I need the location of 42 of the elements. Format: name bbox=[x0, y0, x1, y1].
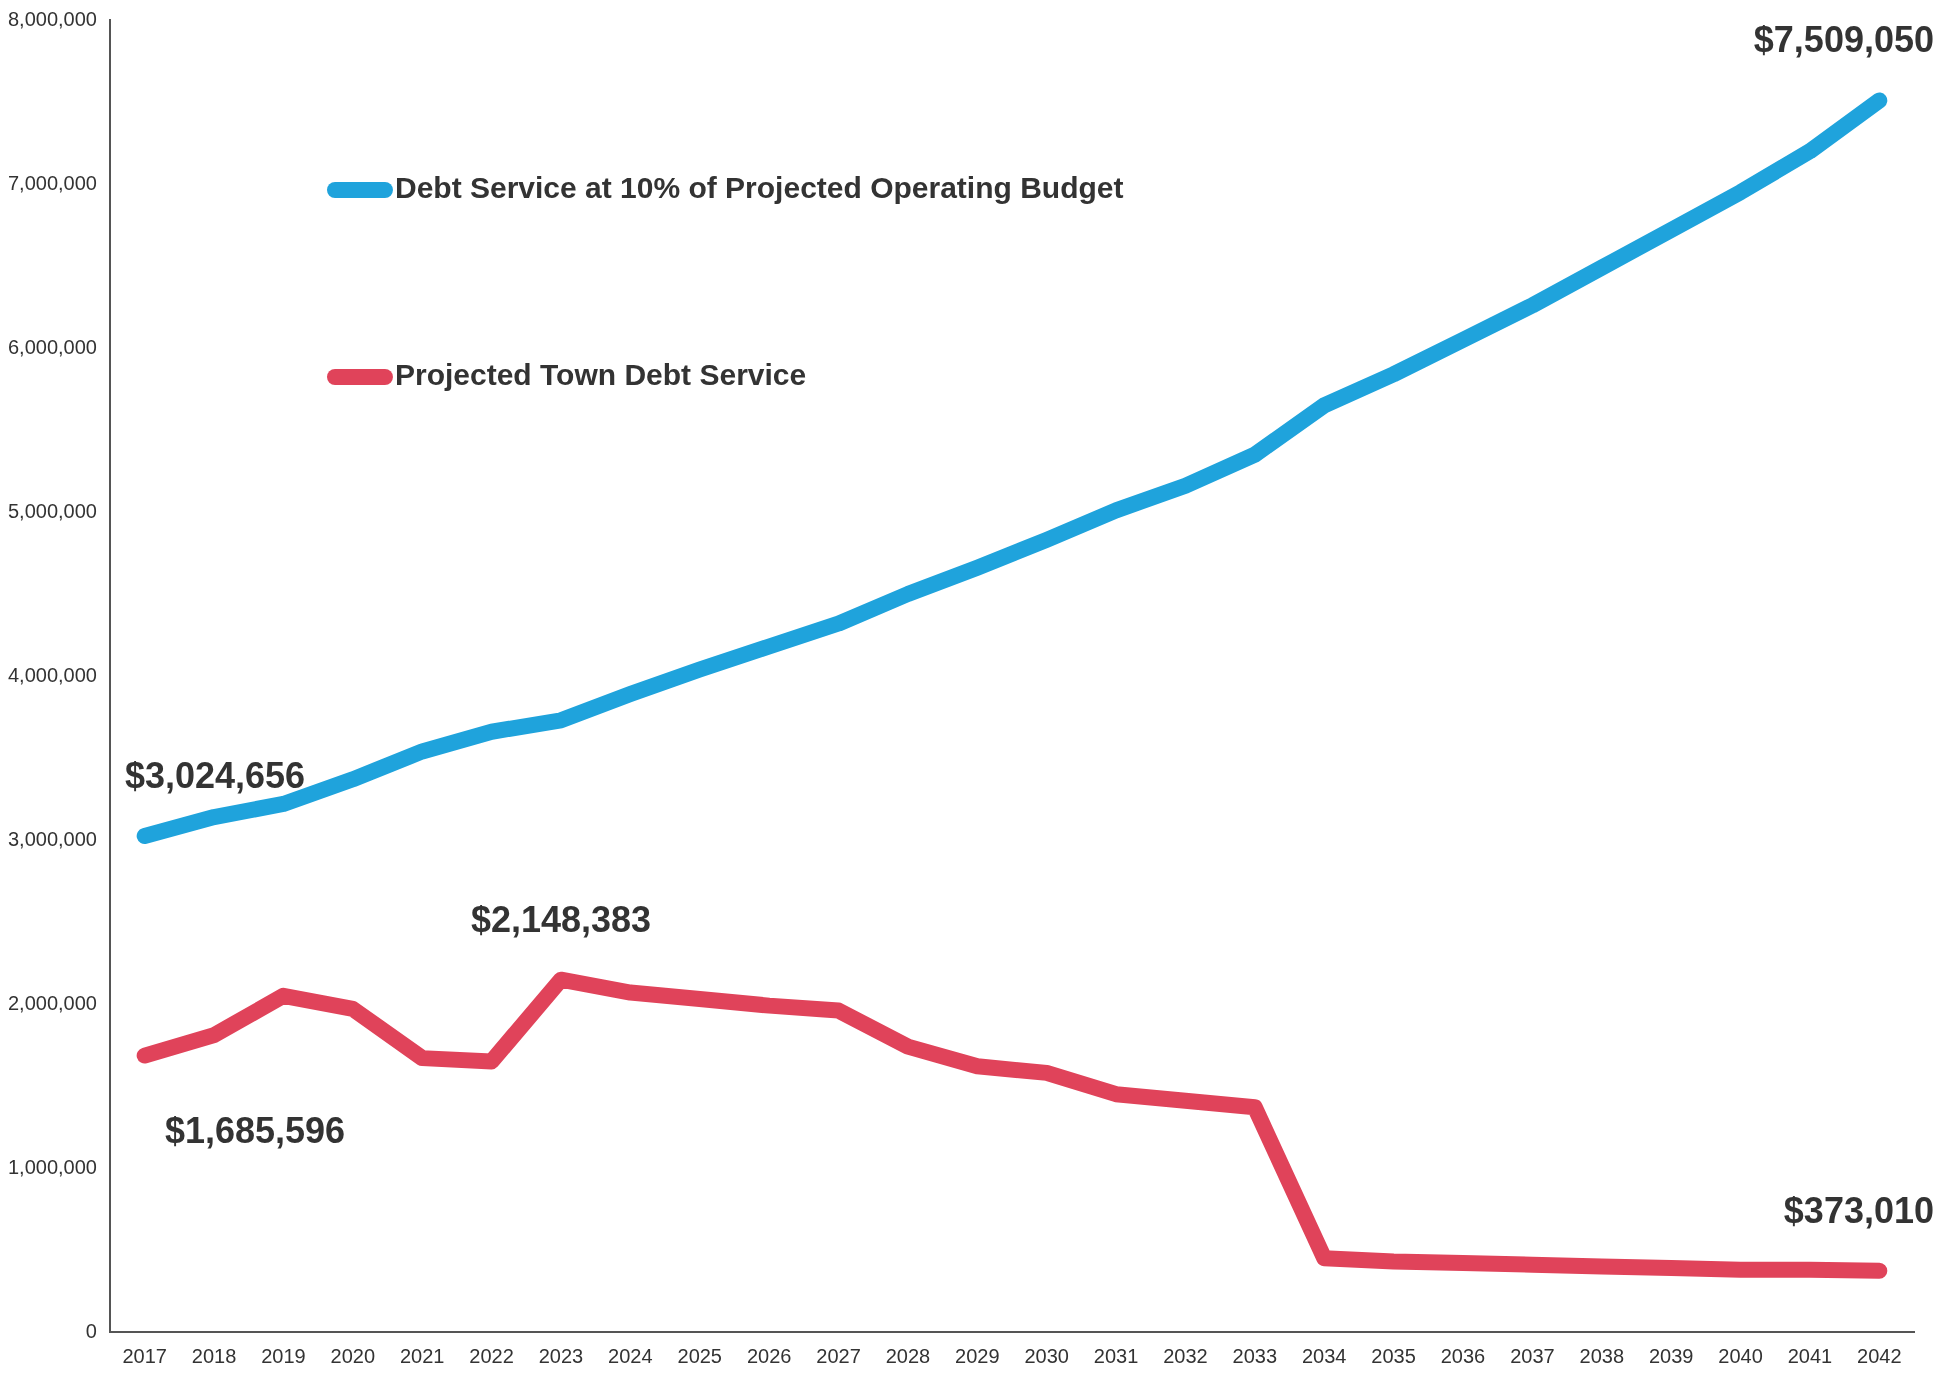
x-tick-label: 2019 bbox=[261, 1344, 306, 1367]
y-tick-label: 7,000,000 bbox=[7, 171, 97, 194]
x-tick-label: 2036 bbox=[1440, 1344, 1486, 1367]
x-tick-label: 2037 bbox=[1510, 1344, 1555, 1367]
x-tick-label: 2017 bbox=[122, 1344, 167, 1367]
x-tick-label: 2032 bbox=[1163, 1344, 1208, 1367]
annotation: $3,024,656 bbox=[124, 754, 306, 796]
legend-label: Projected Town Debt Service bbox=[394, 358, 807, 392]
x-tick-label: 2042 bbox=[1857, 1344, 1902, 1367]
y-tick-label: 4,000,000 bbox=[7, 663, 97, 686]
x-tick-label: 2022 bbox=[469, 1344, 514, 1367]
y-tick-label: 8,000,000 bbox=[7, 7, 97, 30]
x-tick-label: 2034 bbox=[1301, 1344, 1347, 1367]
x-tick-label: 2038 bbox=[1579, 1344, 1625, 1367]
y-tick-label: 3,000,000 bbox=[7, 827, 97, 850]
x-tick-label: 2024 bbox=[608, 1344, 653, 1367]
x-tick-label: 2026 bbox=[746, 1344, 792, 1367]
x-tick-label: 2040 bbox=[1718, 1344, 1763, 1367]
y-tick-label: 0 bbox=[85, 1319, 97, 1342]
y-tick-label: 5,000,000 bbox=[7, 499, 97, 522]
legend-label: Debt Service at 10% of Projected Operating Budget bbox=[394, 171, 1124, 205]
x-tick-label: 2035 bbox=[1371, 1344, 1416, 1367]
x-tick-label: 2041 bbox=[1787, 1344, 1833, 1367]
x-tick-label: 2020 bbox=[330, 1344, 376, 1367]
x-tick-label: 2018 bbox=[191, 1344, 237, 1367]
x-tick-label: 2028 bbox=[885, 1344, 931, 1367]
x-tick-label: 2025 bbox=[677, 1344, 722, 1367]
x-tick-label: 2027 bbox=[816, 1344, 861, 1367]
y-tick-label: 2,000,000 bbox=[7, 991, 97, 1014]
x-tick-label: 2030 bbox=[1024, 1344, 1069, 1367]
x-tick-label: 2021 bbox=[399, 1344, 445, 1367]
y-tick-label: 1,000,000 bbox=[7, 1155, 97, 1178]
x-tick-label: 2031 bbox=[1093, 1344, 1139, 1367]
x-tick-label: 2039 bbox=[1648, 1344, 1694, 1367]
annotation: $1,685,596 bbox=[164, 1110, 346, 1152]
annotation: $373,010 bbox=[1783, 1189, 1934, 1231]
x-tick-label: 2029 bbox=[955, 1344, 1000, 1367]
annotation: $2,148,383 bbox=[470, 898, 652, 940]
annotation: $7,509,050 bbox=[1753, 19, 1935, 61]
x-tick-label: 2023 bbox=[538, 1344, 584, 1367]
y-tick-label: 6,000,000 bbox=[7, 335, 97, 358]
x-tick-label: 2033 bbox=[1232, 1344, 1278, 1367]
